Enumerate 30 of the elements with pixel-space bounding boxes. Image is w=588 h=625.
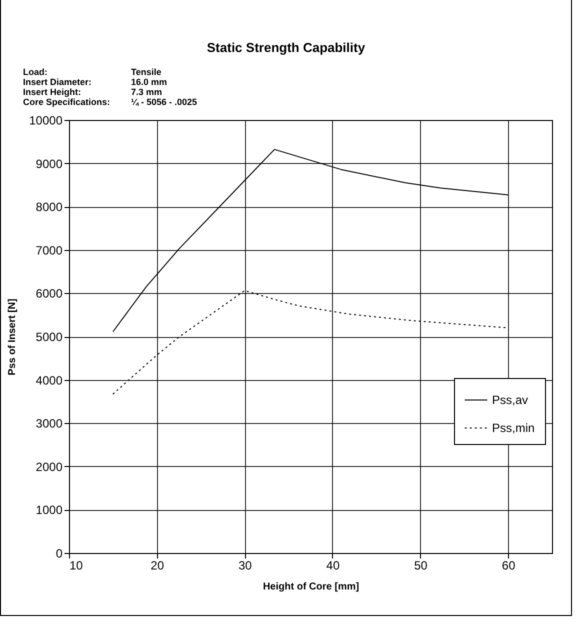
y-tick-label: 8000 <box>36 200 63 214</box>
y-tick-label: 9000 <box>36 156 63 171</box>
y-tick-label: 0 <box>56 546 63 560</box>
y-tick-label: 7000 <box>36 243 63 258</box>
x-tick-label: 20 <box>150 558 164 572</box>
text: 16.0 mm <box>131 77 168 87</box>
y-tick-label: 1000 <box>36 503 63 518</box>
text: ¼ - 5056 - .0025 <box>131 97 198 107</box>
y-tick-label: 2000 <box>36 460 63 474</box>
legend-label: Pss,min <box>492 421 535 435</box>
text: Load: <box>23 67 48 77</box>
text: 7.3 mm <box>131 87 164 97</box>
chart-title: Static Strength Capability <box>206 39 366 55</box>
y-tick-label: 4000 <box>36 373 63 388</box>
x-tick-label: 30 <box>238 558 252 572</box>
y-tick-label: 10000 <box>29 114 63 128</box>
x-axis-title: Height of Core [mm] <box>262 582 360 592</box>
legend-label: Pss,av <box>492 393 528 407</box>
y-axis-title: Pss of Insert [N] <box>7 298 18 376</box>
x-tick-label: 60 <box>502 558 516 572</box>
x-tick-label: 10 <box>70 558 84 572</box>
text: Core Specifications: <box>23 97 112 107</box>
y-tick-label: 3000 <box>36 416 63 431</box>
text: Tensile <box>131 67 162 77</box>
x-tick-label: 50 <box>414 558 428 572</box>
y-tick-label: 5000 <box>36 330 63 344</box>
y-tick-label: 6000 <box>36 286 63 301</box>
text: Insert Height: <box>23 87 82 97</box>
x-tick-label: 40 <box>326 558 340 572</box>
text: Insert Diameter: <box>23 77 93 87</box>
